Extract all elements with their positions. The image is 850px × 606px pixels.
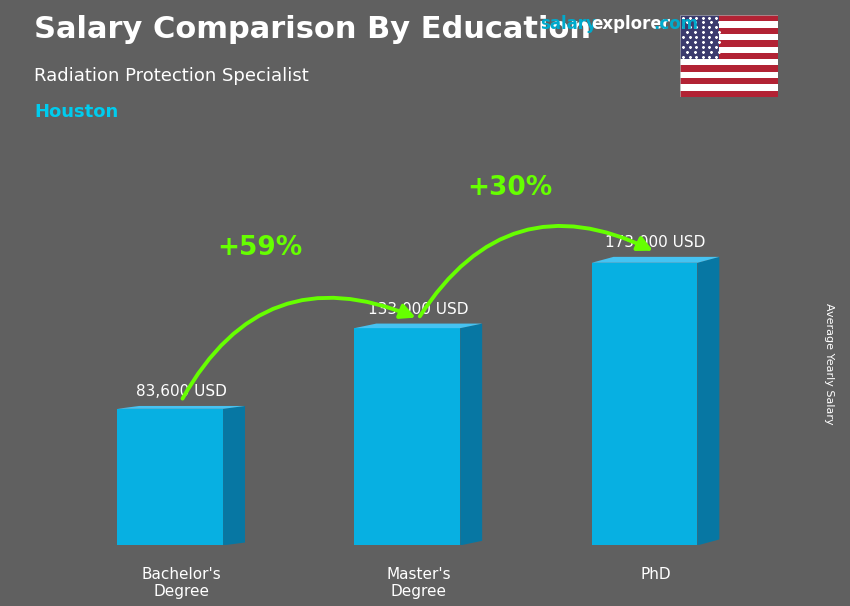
- Text: salary: salary: [540, 15, 597, 33]
- Text: Salary Comparison By Education: Salary Comparison By Education: [34, 15, 591, 44]
- Polygon shape: [680, 47, 778, 53]
- Polygon shape: [680, 78, 778, 84]
- Polygon shape: [223, 406, 245, 545]
- Polygon shape: [592, 257, 719, 263]
- Polygon shape: [680, 91, 778, 97]
- FancyArrowPatch shape: [420, 226, 649, 316]
- Polygon shape: [680, 59, 778, 65]
- Text: .com: .com: [653, 15, 698, 33]
- Polygon shape: [680, 72, 778, 78]
- Polygon shape: [117, 406, 245, 409]
- FancyArrowPatch shape: [183, 298, 411, 399]
- Polygon shape: [680, 28, 778, 34]
- Text: Average Yearly Salary: Average Yearly Salary: [824, 303, 834, 424]
- Polygon shape: [680, 65, 778, 72]
- Polygon shape: [680, 34, 778, 41]
- Text: explorer: explorer: [591, 15, 670, 33]
- Text: Radiation Protection Specialist: Radiation Protection Specialist: [34, 67, 309, 85]
- Text: Master's
Degree: Master's Degree: [386, 567, 451, 599]
- Polygon shape: [354, 328, 461, 545]
- Polygon shape: [461, 324, 482, 545]
- Polygon shape: [680, 15, 719, 59]
- Polygon shape: [680, 15, 778, 21]
- Polygon shape: [680, 53, 778, 59]
- Text: 133,000 USD: 133,000 USD: [368, 302, 468, 317]
- Text: Bachelor's
Degree: Bachelor's Degree: [141, 567, 221, 599]
- Polygon shape: [698, 257, 719, 545]
- Text: +30%: +30%: [467, 175, 552, 201]
- Text: PhD: PhD: [640, 567, 671, 582]
- Polygon shape: [680, 41, 778, 47]
- Text: 173,000 USD: 173,000 USD: [605, 235, 705, 250]
- Polygon shape: [354, 324, 482, 328]
- Polygon shape: [680, 21, 778, 28]
- Polygon shape: [592, 263, 698, 545]
- Text: +59%: +59%: [217, 235, 303, 261]
- Text: 83,600 USD: 83,600 USD: [136, 384, 227, 399]
- Text: Houston: Houston: [34, 103, 118, 121]
- Polygon shape: [680, 84, 778, 91]
- Polygon shape: [117, 409, 223, 545]
